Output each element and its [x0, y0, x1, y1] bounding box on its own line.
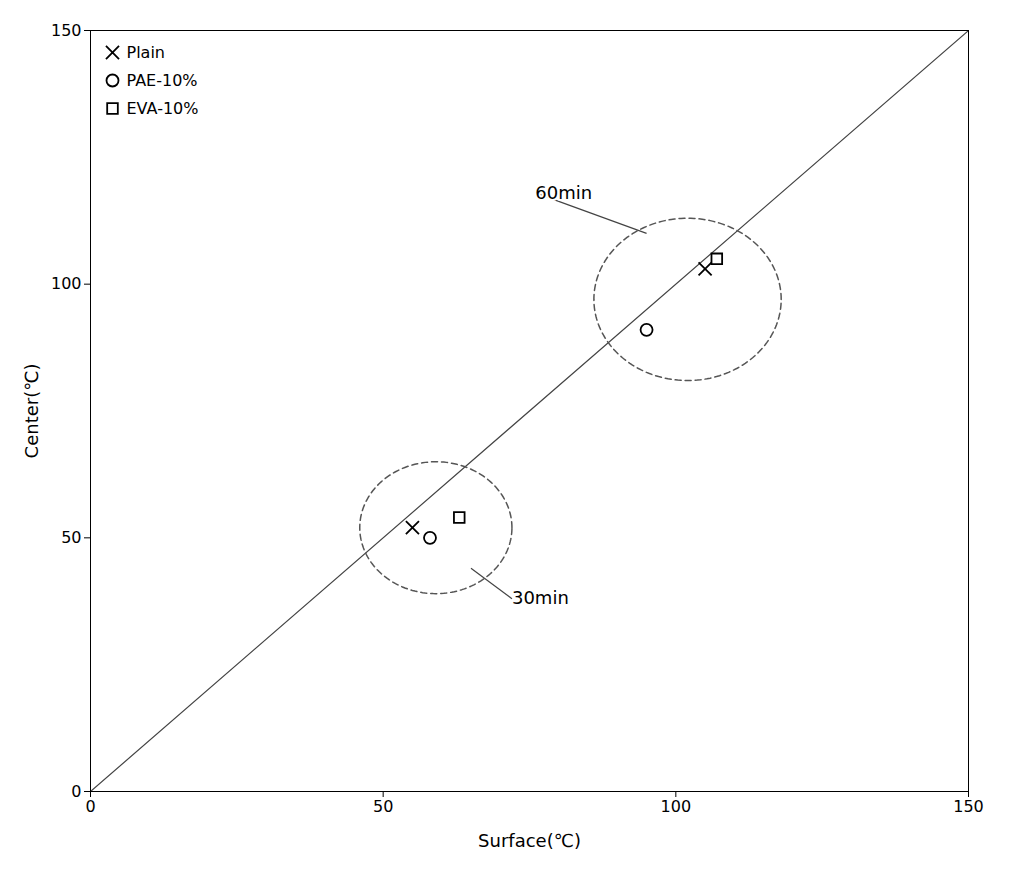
svg-text:Center(℃): Center(℃) — [21, 364, 42, 459]
svg-text:Plain: Plain — [127, 43, 165, 62]
svg-text:30min: 30min — [512, 587, 569, 608]
svg-text:Surface(℃): Surface(℃) — [478, 830, 581, 851]
svg-text:150: 150 — [51, 21, 82, 40]
svg-text:50: 50 — [61, 528, 81, 547]
svg-text:100: 100 — [51, 274, 82, 293]
svg-text:PAE-10%: PAE-10% — [127, 71, 198, 90]
svg-text:100: 100 — [661, 797, 692, 816]
svg-text:60min: 60min — [535, 182, 592, 203]
svg-text:0: 0 — [71, 782, 81, 801]
svg-text:0: 0 — [85, 797, 95, 816]
svg-text:50: 50 — [373, 797, 393, 816]
svg-text:EVA-10%: EVA-10% — [127, 99, 199, 118]
svg-text:150: 150 — [953, 797, 984, 816]
